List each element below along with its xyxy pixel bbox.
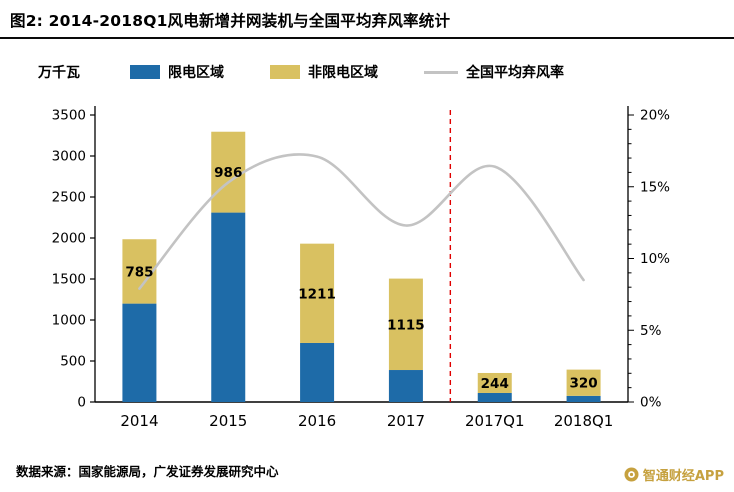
- bar-group-2016: [300, 243, 335, 402]
- bar-value-label: 986: [214, 165, 242, 181]
- legend-label-curtailment-rate: 全国平均弃风率: [466, 65, 564, 81]
- bar-group-2018Q1: [566, 369, 601, 402]
- x-tick-label: 2016: [298, 412, 336, 430]
- right-axis-tick-label: 20%: [640, 108, 670, 124]
- bar-group-2017: [388, 278, 423, 402]
- chart-area: 0 500 1000 1500 2000 2500 3000 3500 0% 5% 10% 15% 20…: [0, 100, 734, 444]
- bar-value-label: 785: [125, 264, 153, 280]
- bar-curtailed-segment: [211, 212, 246, 402]
- left-axis-tick-label: 1500: [52, 272, 86, 288]
- bar-noncurtailed-segment: [388, 278, 423, 371]
- zhitong-logo-icon: [624, 467, 639, 482]
- bar-curtailed-segment: [566, 395, 601, 402]
- x-tick-label: 2017Q1: [465, 412, 525, 430]
- bar-curtailed-segment: [122, 303, 157, 402]
- bar-value-label: 244: [481, 376, 509, 392]
- left-axis-tick-label: 2500: [52, 190, 86, 206]
- chart-svg: 0 500 1000 1500 2000 2500 3000 3500 0% 5% 10% 15% 20…: [52, 106, 670, 430]
- legend-label-curtailed-region: 限电区域: [168, 65, 224, 81]
- bar-group-2015: [211, 131, 246, 402]
- legend-item-curtailed-region: 限电区域: [130, 62, 224, 82]
- left-axis-tick-label: 1000: [52, 313, 86, 329]
- bar-value-label: 1115: [387, 317, 425, 333]
- watermark: 智通财经APP: [624, 465, 724, 484]
- legend-swatch-blue: [130, 65, 160, 79]
- data-source-note: 数据来源：国家能源局，广发证券发展研究中心: [16, 464, 279, 479]
- left-axis-tick-label: 3500: [52, 108, 86, 124]
- chart-title: 图2: 2014-2018Q1风电新增并网装机与全国平均弃风率统计: [10, 12, 451, 30]
- left-axis-tick-label: 3000: [52, 149, 86, 165]
- x-tick-label: 2018Q1: [554, 412, 614, 430]
- bar-value-label: 320: [569, 376, 597, 392]
- bar-noncurtailed-segment: [566, 369, 601, 396]
- x-tick-label: 2017: [387, 412, 425, 430]
- legend-swatch-line: [424, 70, 458, 74]
- bar-value-label: 1211: [298, 286, 336, 302]
- bar-curtailed-segment: [477, 392, 512, 402]
- right-axis-tick-label: 10%: [640, 251, 670, 267]
- bar-noncurtailed-segment: [122, 239, 157, 304]
- chart-legend: 万千瓦 限电区域 非限电区域 全国平均弃风率: [38, 62, 734, 82]
- bar-noncurtailed-segment: [211, 131, 246, 213]
- x-tick-label: 2015: [209, 412, 247, 430]
- legend-item-noncurtailed-region: 非限电区域: [270, 62, 378, 82]
- left-axis-tick-label: 2000: [52, 231, 86, 247]
- left-axis-tick-label: 500: [60, 354, 86, 370]
- right-axis-tick-label: 5%: [640, 323, 662, 339]
- right-axis-tick-label: 15%: [640, 179, 670, 195]
- legend-item-curtailment-rate: 全国平均弃风率: [424, 62, 564, 82]
- legend-label-noncurtailed-region: 非限电区域: [308, 65, 378, 81]
- bar-curtailed-segment: [388, 370, 423, 402]
- bar-noncurtailed-segment: [477, 372, 512, 393]
- watermark-text: 智通财经APP: [642, 469, 724, 484]
- x-tick-label: 2014: [120, 412, 158, 430]
- left-axis-tick-label: 0: [77, 395, 86, 411]
- bar-group-2017Q1: [477, 372, 512, 402]
- right-axis-tick-label: 0%: [640, 395, 662, 411]
- bar-group-2014: [122, 239, 157, 402]
- bar-noncurtailed-segment: [300, 243, 335, 343]
- curtailment-rate-line: [138, 153, 585, 290]
- chart-header: 图2: 2014-2018Q1风电新增并网装机与全国平均弃风率统计: [0, 0, 734, 39]
- left-axis-unit-label: 万千瓦: [38, 65, 80, 81]
- legend-swatch-yellow: [270, 65, 300, 79]
- bar-curtailed-segment: [300, 342, 335, 402]
